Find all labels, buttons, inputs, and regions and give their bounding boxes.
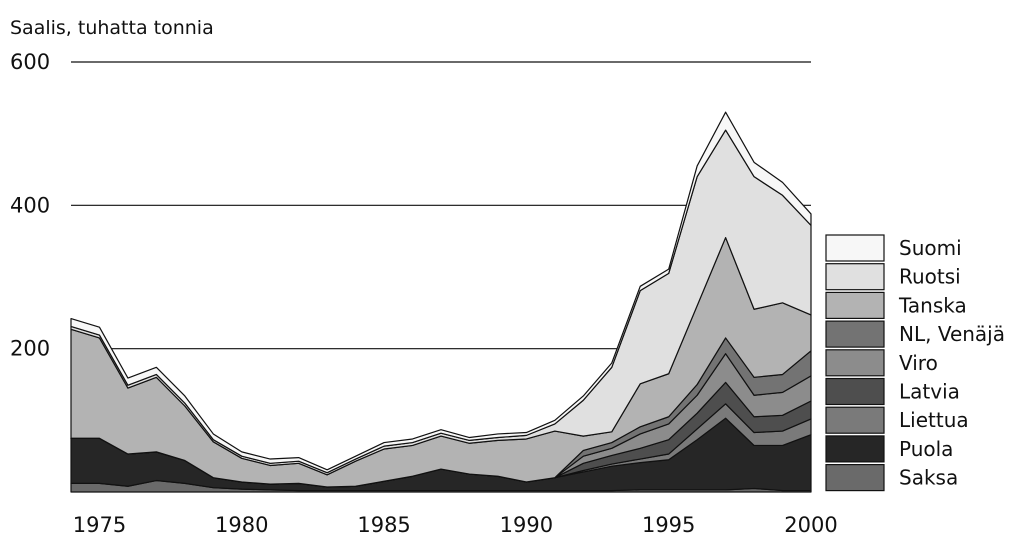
x-axis-ticks: 1975 1980 1985 1990 1995 2000 bbox=[73, 513, 838, 537]
legend-swatch bbox=[825, 377, 885, 406]
legend-label: Viro bbox=[899, 351, 938, 375]
legend-swatch bbox=[825, 234, 885, 262]
legend-label: Tanska bbox=[898, 293, 967, 317]
legend-swatch bbox=[825, 291, 885, 319]
legend: Suomi Ruotsi Tanska NL, Venäjä Viro Latvia Lie… bbox=[825, 234, 1005, 492]
y-tick-label: 200 bbox=[10, 337, 50, 361]
legend-swatch bbox=[825, 464, 885, 492]
x-tick-label: 2000 bbox=[784, 513, 837, 537]
x-tick-label: 1985 bbox=[357, 513, 410, 537]
legend-swatch bbox=[825, 406, 885, 434]
legend-swatch bbox=[825, 435, 885, 463]
y-axis-label: Saalis, tuhatta tonnia bbox=[10, 17, 214, 39]
y-axis-ticks: 200 400 600 bbox=[10, 50, 50, 361]
x-tick-label: 1995 bbox=[642, 513, 695, 537]
x-tick-label: 1975 bbox=[73, 513, 126, 537]
y-tick-label: 600 bbox=[10, 50, 50, 74]
legend-label: Liettua bbox=[899, 408, 969, 432]
area-suomi bbox=[70, 111, 812, 474]
legend-label: Latvia bbox=[899, 380, 960, 404]
x-tick-label: 1990 bbox=[500, 513, 553, 537]
legend-swatch bbox=[825, 263, 885, 291]
y-tick-label: 400 bbox=[10, 193, 50, 217]
legend-swatch bbox=[825, 320, 885, 348]
legend-label: Puola bbox=[899, 437, 953, 461]
legend-label: Suomi bbox=[899, 236, 962, 260]
x-tick-label: 1980 bbox=[215, 513, 268, 537]
legend-label: Ruotsi bbox=[899, 265, 961, 289]
legend-label: NL, Venäjä bbox=[899, 322, 1005, 346]
legend-swatch bbox=[825, 349, 885, 377]
area-series bbox=[70, 111, 812, 493]
legend-label: Saksa bbox=[899, 466, 958, 490]
